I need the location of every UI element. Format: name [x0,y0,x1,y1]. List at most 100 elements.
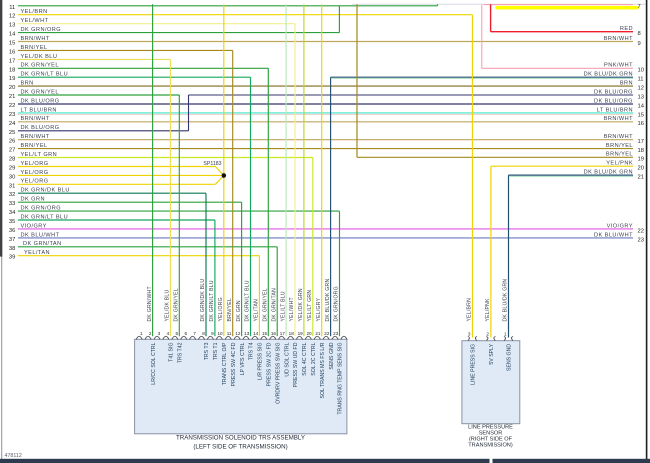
svg-text:13: 13 [638,94,644,100]
svg-text:14: 14 [253,331,259,336]
svg-text:DK GRN: DK GRN [21,197,45,203]
svg-text:8: 8 [638,31,641,37]
svg-text:DK GRN/YEL: DK GRN/YEL [21,63,59,69]
svg-text:24: 24 [9,121,16,127]
svg-text:SOL 4C CTRL: SOL 4C CTRL [302,342,308,375]
svg-text:18: 18 [638,148,644,154]
svg-text:1: 1 [140,331,143,336]
svg-text:BRN: BRN [21,81,34,87]
svg-text:PRESS SW 2C FD: PRESS SW 2C FD [267,342,273,386]
svg-text:23: 23 [638,237,644,243]
svg-text:27: 27 [9,148,15,154]
svg-text:SENS GND: SENS GND [507,344,513,371]
svg-text:YEL/BRN: YEL/BRN [21,9,48,15]
svg-text:DK GRN/LT BLU: DK GRN/LT BLU [21,214,69,220]
svg-text:SP1183: SP1183 [203,161,221,167]
svg-text:DK GRN/YEL: DK GRN/YEL [21,90,59,96]
svg-text:BRN/WHT: BRN/WHT [604,36,633,42]
svg-text:15: 15 [262,331,268,336]
svg-text:TRANSMISSION): TRANSMISSION) [468,443,513,449]
svg-text:YEL/ORG: YEL/ORG [21,170,49,176]
svg-text:TRS T4: TRS T4 [249,342,255,360]
svg-text:BRN/WHT: BRN/WHT [604,116,633,122]
svg-text:DK GRN/ORG: DK GRN/ORG [334,286,340,321]
svg-text:LINE PRESSURE: LINE PRESSURE [468,425,513,431]
svg-text:11: 11 [227,331,232,336]
svg-text:19: 19 [9,76,15,82]
svg-text:LR/CC SOL CTRL: LR/CC SOL CTRL [151,342,157,384]
svg-text:BRN/WHT: BRN/WHT [21,134,50,140]
svg-text:YEL/ORG: YEL/ORG [21,179,49,185]
svg-text:SOL TRANS MS FS L/R: SOL TRANS MS FS L/R [320,342,326,398]
svg-text:YEL/TAN: YEL/TAN [254,299,260,322]
svg-text:12: 12 [9,14,15,20]
svg-text:DK BLU/ORG: DK BLU/ORG [21,98,60,104]
svg-text:21: 21 [9,94,15,100]
svg-text:20: 20 [9,85,15,91]
svg-text:SENSOR: SENSOR [479,431,503,437]
svg-text:TRS T3: TRS T3 [204,342,210,360]
svg-text:VIO/GRY: VIO/GRY [21,223,47,229]
svg-text:BRN/YEL: BRN/YEL [21,143,48,149]
svg-text:SOL 2C CTRL: SOL 2C CTRL [311,342,317,375]
svg-text:25: 25 [9,130,15,136]
svg-text:PRESS SW UD FD: PRESS SW UD FD [293,342,299,387]
svg-text:9: 9 [638,41,641,47]
svg-text:YEL/LT BLU: YEL/LT BLU [280,291,286,321]
svg-text:T41 SIG: T41 SIG [169,343,175,362]
svg-text:38: 38 [9,246,15,252]
svg-text:19: 19 [638,157,644,163]
svg-text:18: 18 [289,331,295,336]
svg-text:YEL/WHT: YEL/WHT [289,297,295,321]
svg-text:4: 4 [167,331,170,336]
svg-text:DK GRN/TAN: DK GRN/TAN [23,241,62,247]
svg-text:DK GRN/ORG: DK GRN/ORG [21,27,62,33]
svg-text:YEL/WHT: YEL/WHT [21,18,49,24]
svg-text:16: 16 [638,121,644,127]
svg-text:15: 15 [638,112,644,118]
svg-text:10: 10 [638,68,644,74]
svg-text:YEL/DK BLU: YEL/DK BLU [165,289,171,321]
svg-text:DK GRN/LT BLU: DK GRN/LT BLU [21,72,69,78]
svg-text:YEL/DK GRN: YEL/DK GRN [298,288,304,321]
svg-text:36: 36 [9,228,15,234]
svg-text:7: 7 [193,331,196,336]
svg-text:14: 14 [638,103,645,109]
svg-text:33: 33 [9,201,15,207]
svg-text:14: 14 [9,32,16,38]
svg-text:DK BLU/WHT: DK BLU/WHT [21,232,60,238]
svg-text:19: 19 [298,331,304,336]
svg-text:13: 13 [244,331,250,336]
svg-text:30: 30 [9,174,15,180]
svg-text:13: 13 [9,23,15,29]
svg-text:3: 3 [468,332,471,337]
svg-text:20: 20 [638,166,644,172]
svg-text:12: 12 [638,86,644,92]
svg-text:11: 11 [9,5,15,11]
svg-text:2: 2 [486,332,489,337]
svg-text:37: 37 [9,237,15,243]
svg-text:TRANSMISSION SOLENOID TRS ASSE: TRANSMISSION SOLENOID TRS ASSEMBLY [176,435,305,442]
svg-text:8: 8 [202,331,205,336]
svg-text:DK BLU/WHT: DK BLU/WHT [594,232,633,238]
svg-text:TRANS RNG TEMP SENS SIG: TRANS RNG TEMP SENS SIG [338,343,344,415]
svg-text:YEL/ORG: YEL/ORG [218,297,224,321]
svg-text:DK BLU/ORG: DK BLU/ORG [594,98,633,104]
svg-text:16: 16 [9,49,15,55]
svg-text:PRESS SW 4C FD: PRESS SW 4C FD [231,342,237,386]
svg-text:DK BLU/ORG: DK BLU/ORG [594,89,633,95]
svg-text:DK GRN: DK GRN [236,300,242,321]
svg-text:22: 22 [9,103,15,109]
svg-text:LP VFS CTRL: LP VFS CTRL [240,342,246,375]
svg-text:10: 10 [217,331,223,336]
svg-text:YEL/PNK: YEL/PNK [606,161,633,167]
svg-text:L/R PRESS SIG: L/R PRESS SIG [258,343,264,380]
svg-text:TRS T1: TRS T1 [213,342,219,360]
svg-text:17: 17 [280,331,286,336]
svg-text:DK BLU/DK GRN: DK BLU/DK GRN [325,279,331,322]
svg-text:LINE PRESS SIG: LINE PRESS SIG [471,344,477,385]
svg-text:15: 15 [9,41,15,47]
svg-text:YEL/ORG: YEL/ORG [21,161,49,167]
svg-text:TRS T42: TRS T42 [178,342,184,363]
svg-text:32: 32 [9,192,15,198]
